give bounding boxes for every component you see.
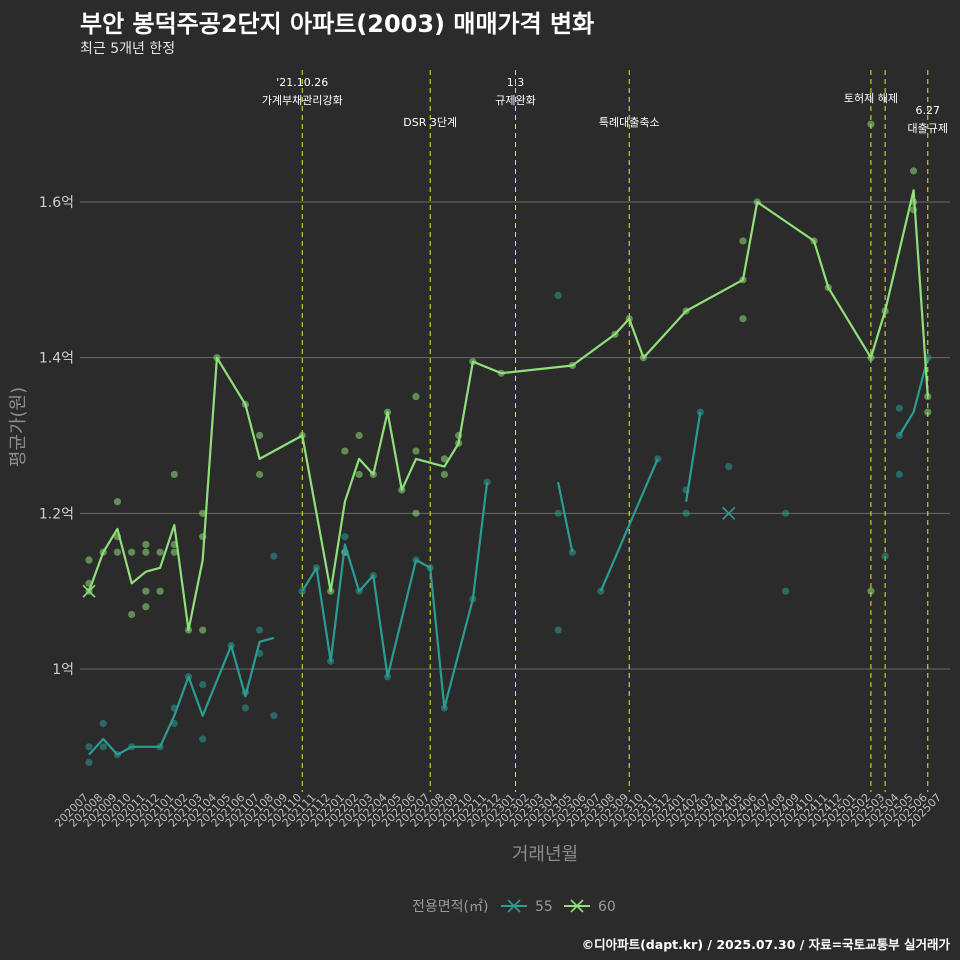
- data-point-60: [739, 315, 747, 323]
- cross-marker-55: [722, 506, 736, 520]
- data-point-60: [142, 603, 150, 611]
- data-point-60: [142, 540, 150, 549]
- data-point-55: [85, 743, 93, 751]
- y-tick-label: 1.2억: [39, 506, 74, 522]
- event-label: 가계부채관리강화: [262, 94, 343, 107]
- event-label: 6.27: [916, 104, 941, 117]
- series-line-55: [301, 482, 489, 709]
- data-point-55: [99, 743, 107, 751]
- series-line-55: [898, 357, 929, 437]
- series-line-60: [87, 189, 929, 632]
- data-point-60: [355, 470, 363, 479]
- data-point-55: [85, 758, 93, 767]
- cross-stroke: [722, 506, 736, 520]
- data-point-60: [85, 556, 93, 564]
- data-point-60: [128, 610, 136, 619]
- x-axis-title: 거래년월: [512, 844, 578, 865]
- data-point-55: [270, 712, 278, 720]
- event-label: DSR 3단계: [403, 116, 457, 129]
- data-point-60: [412, 392, 420, 401]
- series-line-55: [685, 411, 702, 502]
- data-point-55: [554, 626, 562, 634]
- data-point-60: [924, 408, 932, 416]
- data-point-60: [113, 498, 122, 506]
- data-point-60: [909, 167, 918, 175]
- cross-stroke: [82, 584, 96, 598]
- data-point-60: [142, 548, 150, 556]
- event-label: 토허제 해제: [844, 91, 898, 105]
- cross-marker-60: [82, 584, 96, 598]
- data-point-55: [725, 463, 733, 471]
- data-point-60: [199, 509, 207, 517]
- legend-cross: [507, 899, 521, 913]
- source-caption: ©디아파트(dapt.kr) / 2025.07.30 / 자료=국토교통부 실…: [581, 937, 950, 952]
- data-point-55: [782, 587, 790, 595]
- data-point-55: [782, 509, 790, 517]
- data-point-60: [867, 587, 875, 595]
- legend-label-55: 55: [535, 899, 553, 915]
- data-point-55: [682, 509, 690, 517]
- data-point-60: [142, 587, 150, 595]
- event-label: '21.10.26: [276, 76, 328, 89]
- event-label: 1.3: [507, 76, 525, 89]
- data-point-60: [256, 431, 264, 440]
- data-point-55: [881, 552, 889, 560]
- data-point-55: [895, 470, 903, 479]
- legend-cross: [570, 899, 584, 913]
- data-point-60: [440, 470, 449, 479]
- data-point-55: [554, 291, 562, 299]
- data-point-60: [867, 120, 875, 128]
- data-point-60: [341, 447, 349, 455]
- series-line-55: [88, 636, 275, 756]
- event-label: 특례대출축소: [599, 116, 660, 129]
- data-point-55: [199, 680, 207, 689]
- data-point-60: [170, 470, 178, 479]
- y-tick-label: 1.6억: [39, 195, 74, 211]
- data-point-55: [270, 552, 278, 560]
- data-point-60: [156, 548, 164, 556]
- data-point-60: [156, 587, 164, 595]
- data-point-55: [895, 404, 903, 412]
- series-line-55: [599, 458, 659, 592]
- data-point-55: [341, 533, 349, 541]
- legend-title: 전용면적(㎡): [412, 899, 488, 915]
- data-point-60: [170, 548, 178, 556]
- data-point-55: [99, 719, 107, 728]
- data-point-55: [256, 626, 264, 634]
- chart-subtitle: 최근 5개년 한정: [80, 41, 176, 57]
- data-point-55: [554, 509, 562, 517]
- data-point-60: [113, 548, 122, 556]
- data-point-60: [355, 431, 363, 440]
- legend-label-60: 60: [598, 899, 616, 915]
- data-point-60: [256, 470, 264, 479]
- chart-title: 부안 봉덕주공2단지 아파트(2003) 매매가격 변화: [80, 10, 595, 38]
- y-tick-label: 1억: [52, 662, 74, 678]
- event-label: 규제완화: [495, 94, 535, 107]
- event-label: 대출규제: [908, 122, 948, 135]
- data-point-55: [199, 735, 207, 743]
- data-point-60: [128, 548, 136, 556]
- data-point-60: [739, 237, 747, 245]
- y-axis-title: 평균가(원): [8, 387, 29, 467]
- y-tick-label: 1.4억: [39, 351, 74, 367]
- data-point-55: [241, 704, 249, 712]
- data-point-60: [412, 447, 420, 455]
- data-point-60: [440, 455, 449, 463]
- series-line-55: [557, 481, 574, 553]
- data-point-60: [199, 626, 207, 634]
- data-point-60: [412, 509, 420, 517]
